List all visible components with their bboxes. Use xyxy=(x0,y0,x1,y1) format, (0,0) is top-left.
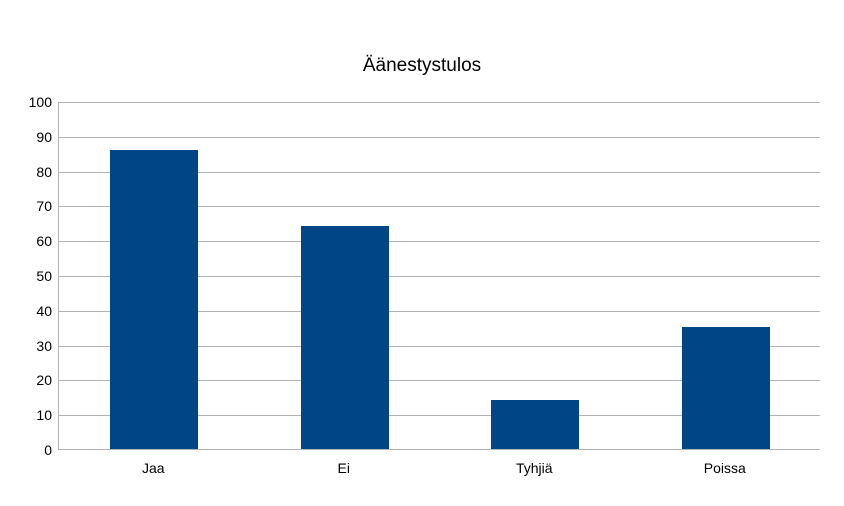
y-tick-label: 10 xyxy=(12,407,52,423)
y-tick-label: 20 xyxy=(12,372,52,388)
x-tick-label: Ei xyxy=(338,460,350,476)
y-tick-label: 100 xyxy=(12,94,52,110)
bar xyxy=(301,226,389,449)
y-tick-label: 30 xyxy=(12,338,52,354)
y-tick-label: 80 xyxy=(12,164,52,180)
bar xyxy=(682,327,770,449)
x-tick-label: Poissa xyxy=(704,460,746,476)
gridline xyxy=(59,137,820,138)
plot-area xyxy=(58,102,820,450)
x-tick-label: Jaa xyxy=(142,460,165,476)
chart-title: Äänestystulos xyxy=(0,55,844,77)
y-tick-label: 60 xyxy=(12,233,52,249)
y-tick-label: 0 xyxy=(12,442,52,458)
bar-chart: Äänestystulos 0 10 20 30 40 50 60 70 80 90 100 Jaa E… xyxy=(0,0,844,506)
gridline xyxy=(59,102,820,103)
y-tick-label: 50 xyxy=(12,268,52,284)
bar xyxy=(110,150,198,449)
x-tick-label: Tyhjiä xyxy=(516,460,553,476)
y-tick-label: 40 xyxy=(12,303,52,319)
bar xyxy=(491,400,579,449)
y-tick-label: 70 xyxy=(12,198,52,214)
y-tick-label: 90 xyxy=(12,129,52,145)
